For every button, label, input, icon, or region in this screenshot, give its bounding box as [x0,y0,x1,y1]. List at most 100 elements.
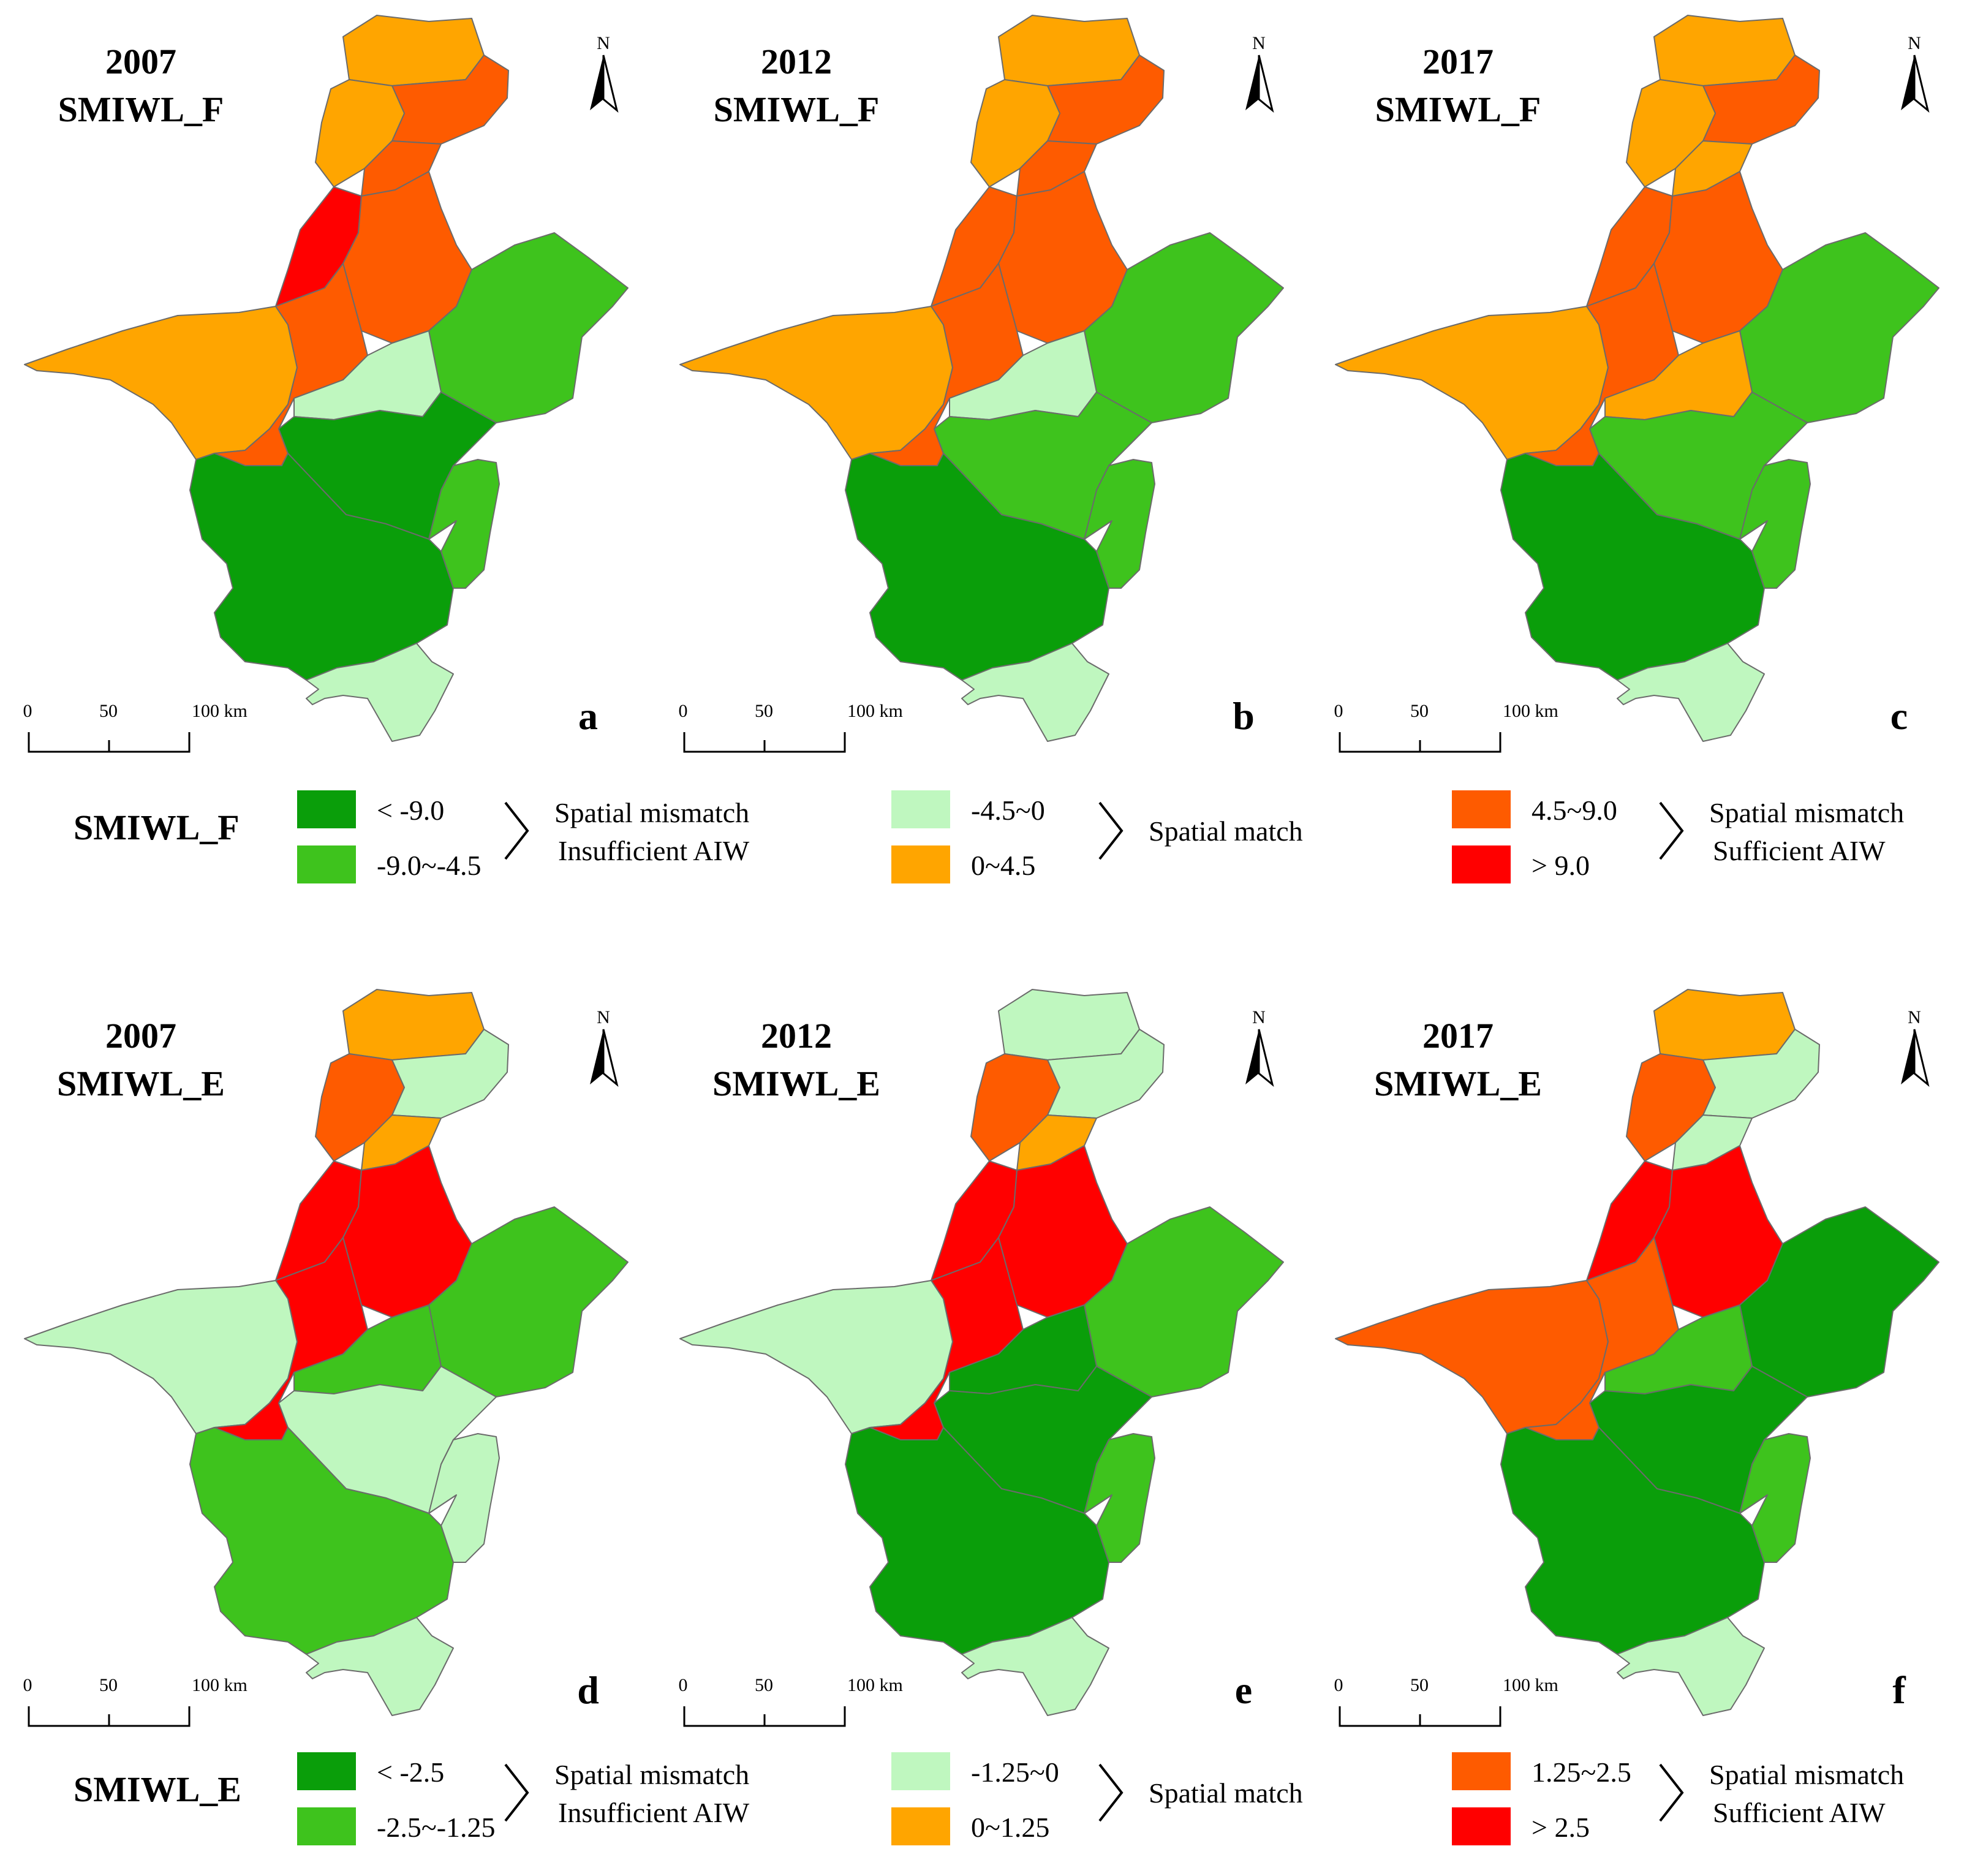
north-arrow-icon: N [590,33,619,113]
region-north-tip [1653,989,1796,1061]
region-south-tip [306,643,454,742]
region-west [1335,1280,1609,1434]
map-year: 2012 [761,1016,832,1056]
legend-desc-line1: Spatial mismatch [1709,797,1904,828]
legend-label: < -9.0 [377,795,444,826]
legend-swatch [1452,790,1511,828]
scale-bar: 0 50 100 km [679,701,903,753]
panel-letter: d [577,1668,599,1712]
legend-bracket [1659,801,1684,860]
legend-smiwl_f: SMIWL_F < -9.0 -9.0~-4.5 Spatial mismatch In… [74,790,1904,883]
north-label: N [1908,33,1921,53]
legend-desc-line1: Spatial mismatch [554,797,749,828]
legend-desc-line2: Sufficient AIW [1713,835,1886,866]
scale-line [683,1706,846,1727]
region-north-tip [342,989,485,1061]
scale-mid: 50 [1410,701,1429,721]
map-indicator: SMIWL_F [58,89,224,129]
map-year: 2007 [105,42,176,81]
region-south-east [1739,1433,1811,1563]
region-south-east [428,459,500,589]
scale-mid: 50 [99,1675,118,1695]
north-arrow-icon: N [590,1007,619,1087]
north-arrow-right [1913,1029,1930,1087]
north-arrow-right [602,55,619,113]
legend-label: > 9.0 [1532,850,1590,881]
map-year: 2012 [761,42,832,81]
north-label: N [597,33,610,53]
region-west [679,306,953,460]
legend-bracket [1098,801,1124,860]
map-year: 2017 [1422,1016,1494,1056]
scale-end: 100 km [1503,701,1558,721]
legend-desc-line1: Spatial mismatch [1709,1759,1904,1790]
region-south-east [1084,1433,1155,1563]
legend-desc-line2: Insufficient AIW [558,835,750,866]
legend-swatch [297,1752,356,1790]
north-arrow-icon: N [1245,33,1274,113]
legend-title: SMIWL_E [74,1769,241,1809]
map-panel-b: 2012 SMIWL_F Nb 0 50 100 km [679,15,1284,753]
legend-label: 1.25~2.5 [1532,1757,1631,1788]
legend-swatch [297,1807,356,1845]
panel-letter: f [1892,1668,1906,1712]
legend-smiwl_e: SMIWL_E < -2.5 -2.5~-1.25 Spatial mismatch I… [74,1752,1904,1845]
region-west [24,1280,298,1434]
legend-desc-line2: Sufficient AIW [1713,1797,1886,1828]
scale-line [683,732,846,753]
map-indicator: SMIWL_E [57,1064,225,1103]
legend-group-1: < -9.0 -9.0~-4.5 Spatial mismatch Insuffici… [297,790,750,883]
region-south-tip [1617,1617,1765,1716]
map-indicator: SMIWL_F [1375,89,1541,129]
legend-group-1: < -2.5 -2.5~-1.25 Spatial mismatch Insuffic… [297,1752,750,1845]
scale-mid: 50 [1410,1675,1429,1695]
legend-label: 0~4.5 [971,850,1035,881]
north-arrow-right [1913,55,1930,113]
legend-swatch [297,790,356,828]
region-west [679,1280,953,1434]
scale-zero: 0 [679,701,688,721]
legend-bracket [1659,1763,1684,1822]
scale-mid: 50 [99,701,118,721]
panel-letter: c [1890,694,1908,738]
scale-bar: 0 50 100 km [23,1675,247,1727]
region-south-tip [961,1617,1109,1716]
map-panel-d: 2007 SMIWL_E Nd 0 50 100 km [23,989,629,1727]
legend-desc-line1: Spatial match [1149,815,1303,847]
north-arrow-left [590,1029,603,1084]
scale-line [28,732,191,753]
region-north-tip [998,989,1140,1061]
north-label: N [1908,1007,1921,1027]
legend-group-2: -1.25~0 0~1.25 Spatial match [891,1752,1303,1845]
map-panel-a: 2007 SMIWL_F Na 0 50 100 km [23,15,629,753]
legend-group-3: 4.5~9.0 > 9.0 Spatial mismatch Sufficient A… [1452,790,1904,883]
legend-label: -2.5~-1.25 [377,1812,496,1843]
legend-label: > 2.5 [1532,1812,1590,1843]
legend-desc-line2: Insufficient AIW [558,1797,750,1828]
legend-swatch [891,1807,950,1845]
map-panel-f: 2017 SMIWL_E Nf 0 50 100 km [1334,989,1939,1727]
region-west [24,306,298,460]
legend-label: < -2.5 [377,1757,444,1788]
legend-label: -4.5~0 [971,795,1045,826]
legend-swatch [891,845,950,883]
north-arrow-left [1901,55,1914,110]
scale-end: 100 km [192,1675,247,1695]
scale-mid: 50 [755,701,773,721]
scale-end: 100 km [847,701,903,721]
scale-line [1339,1706,1501,1727]
north-arrow-right [1258,55,1274,113]
north-arrow-left [1901,1029,1914,1084]
panel-letter: e [1235,1668,1252,1712]
north-arrow-icon: N [1901,33,1930,113]
region-south-tip [1617,643,1765,742]
scale-end: 100 km [847,1675,903,1695]
north-label: N [597,1007,610,1027]
scale-end: 100 km [192,701,247,721]
region-north-tip [1653,15,1796,86]
north-arrow-left [1245,55,1259,110]
north-arrow-right [602,1029,619,1087]
region-south-east [1084,459,1155,589]
region-north-tip [342,15,485,86]
legend-label: -9.0~-4.5 [377,850,482,881]
